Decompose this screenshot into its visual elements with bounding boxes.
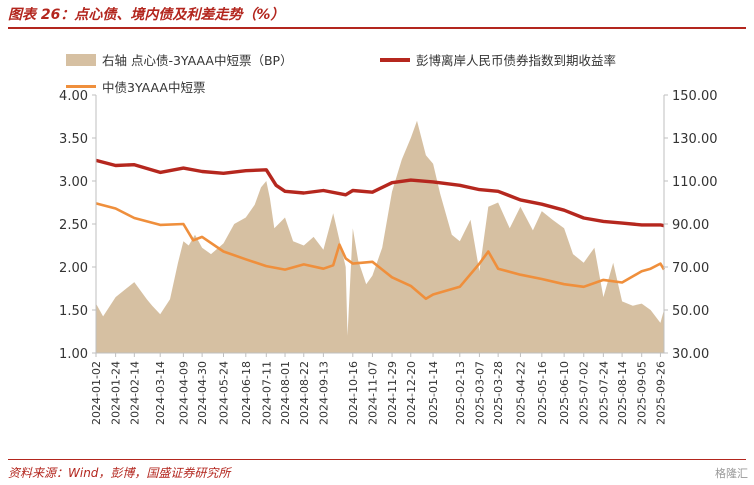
y-right-tick-label: 150.00 [672,89,718,104]
x-tick-label: 2025-03-07 [473,361,486,425]
x-tick-label: 2025-01-14 [427,361,440,425]
legend-item-spread: 右轴 点心债-3YAAA中短票（BP） [66,50,293,69]
chart-title: 图表 26：点心债、境内债及利差走势（%） [8,7,285,23]
x-tick-label: 2025-03-28 [492,361,505,425]
footer-rule [8,459,746,460]
x-tick-label: 2024-02-14 [128,361,141,425]
x-tick-label: 2024-01-02 [90,361,103,425]
source-note: 资料来源：Wind，彭博，国盛证券研究所 [8,466,231,480]
x-tick-label: 2025-09-05 [636,361,649,425]
y-left-tick-label: 3.50 [59,132,88,147]
x-tick-label: 2024-01-24 [110,361,123,425]
legend-swatch-offshore [380,57,410,62]
x-tick-label: 2024-08-01 [279,361,292,425]
legend-swatch-onshore [66,85,96,88]
x-tick-label: 2025-04-22 [514,361,527,425]
y-left-tick-label: 2.50 [59,218,88,233]
series-onshore-yield-line [95,202,666,301]
x-tick-label: 2024-10-16 [347,361,360,425]
y-left-tick-label: 3.00 [59,175,88,190]
x-tick-label: 2025-06-10 [558,361,571,425]
x-tick-label: 2024-04-09 [177,361,190,425]
y-right-tick-label: 70.00 [672,261,709,276]
legend-item-offshore: 彭博离岸人民币债券指数到期收益率 [380,50,616,69]
x-tick-label: 2024-05-24 [218,361,231,425]
y-right-tick-label: 90.00 [672,218,709,233]
x-tick-label: 2025-05-16 [536,361,549,425]
x-tick-label: 2025-08-14 [616,361,629,425]
y-right-tick-label: 130.00 [672,132,718,147]
x-tick-label: 2025-07-02 [578,361,591,425]
x-tick-label: 2024-04-30 [196,361,209,425]
x-tick-label: 2024-11-29 [386,361,399,425]
y-left-tick-label: 4.00 [59,89,88,104]
x-tick-label: 2024-09-13 [317,361,330,425]
series-offshore-yield-line [95,158,665,228]
series-spread-area [96,120,664,353]
y-left-tick-label: 1.50 [59,304,88,319]
y-right-tick-label: 110.00 [672,175,718,190]
x-tick-label: 2025-07-24 [597,361,610,425]
y-left-tick-label: 1.00 [59,347,88,362]
x-tick-label: 2025-02-13 [454,361,467,425]
legend-label-offshore: 彭博离岸人民币债券指数到期收益率 [416,53,617,68]
y-left-tick-label: 2.00 [59,261,88,276]
watermark-logo: 格隆汇 [715,467,748,480]
x-tick-label: 2024-12-20 [405,361,418,425]
title-rule [8,27,746,29]
y-right-tick-label: 30.00 [672,347,709,362]
legend-label-onshore: 中债3YAAA中短票 [102,80,206,95]
x-tick-label: 2024-06-18 [240,361,253,425]
x-tick-label: 2024-03-14 [154,361,167,425]
legend-swatch-spread [66,53,96,66]
y-right-tick-label: 50.00 [672,304,709,319]
x-tick-label: 2025-09-26 [654,361,667,425]
x-tick-label: 2024-11-07 [366,361,379,425]
x-tick-label: 2024-08-22 [298,361,311,425]
legend-label-spread: 右轴 点心债-3YAAA中短票（BP） [102,53,293,68]
legend-item-onshore: 中债3YAAA中短票 [66,77,205,96]
x-tick-label: 2024-07-11 [260,361,273,425]
